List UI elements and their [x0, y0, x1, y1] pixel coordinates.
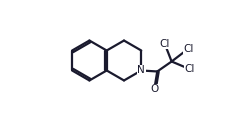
Text: Cl: Cl — [159, 38, 170, 49]
Text: O: O — [150, 84, 158, 95]
Text: N: N — [137, 65, 145, 76]
Text: Cl: Cl — [184, 44, 194, 53]
Text: Cl: Cl — [185, 64, 195, 74]
